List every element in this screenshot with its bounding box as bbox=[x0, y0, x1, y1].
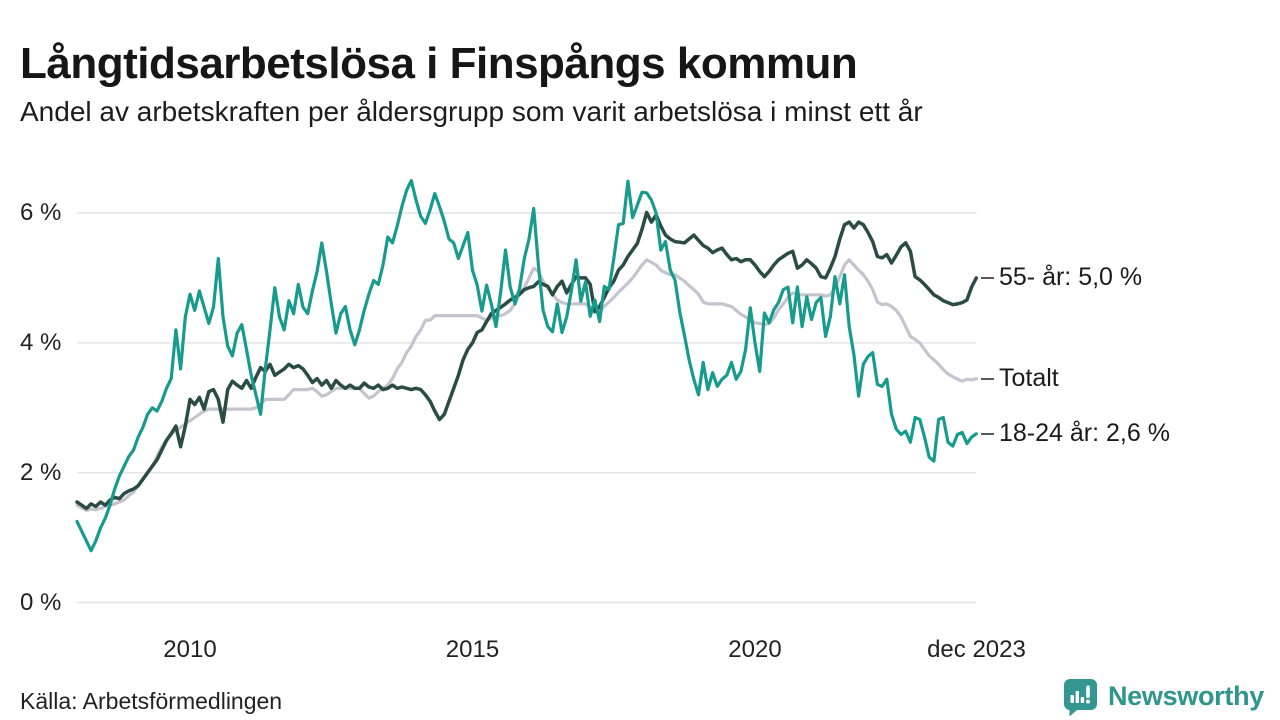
source-note: Källa: Arbetsförmedlingen bbox=[20, 688, 283, 714]
series-label-totalt: Totalt bbox=[981, 363, 1059, 395]
x-axis-tick-label: 2015 bbox=[445, 636, 500, 663]
series-label-text: 18-24 år: 2,6 % bbox=[999, 419, 1170, 448]
x-axis-tick-label: 2020 bbox=[728, 636, 782, 663]
y-axis-tick-label: 4 % bbox=[20, 328, 62, 356]
series-line-18-24-r bbox=[75, 179, 978, 553]
chart-subtitle: Andel av arbetskraften per åldersgrupp s… bbox=[20, 96, 923, 127]
chart-title: Långtidsarbetslösa i Finspångs kommun bbox=[20, 39, 858, 89]
y-axis-tick-label: 6 % bbox=[20, 199, 62, 227]
newsworthy-logo-text: Newsworthy bbox=[1107, 680, 1264, 711]
y-axis-tick-label: 2 % bbox=[20, 458, 62, 486]
label-leader-dash bbox=[981, 432, 994, 435]
label-leader-dash bbox=[981, 377, 994, 380]
series-line-totalt bbox=[75, 258, 978, 512]
series-label-text: 55- år: 5,0 % bbox=[999, 263, 1143, 292]
series-label-18-24-r: 18-24 år: 2,6 % bbox=[981, 418, 1170, 450]
x-axis-tick-label: dec 2023 bbox=[927, 636, 1026, 663]
x-axis-tick-label: 2010 bbox=[163, 636, 217, 663]
series-line-55-r bbox=[75, 210, 979, 511]
y-axis-tick-label: 0 % bbox=[20, 588, 62, 616]
newsworthy-bubble-chart-icon bbox=[1063, 679, 1097, 716]
series-label-55-r: 55- år: 5,0 % bbox=[981, 262, 1142, 294]
label-leader-dash bbox=[981, 276, 994, 279]
newsworthy-logo[interactable]: Newsworthy bbox=[1060, 676, 1264, 716]
series-label-text: Totalt bbox=[999, 364, 1059, 393]
